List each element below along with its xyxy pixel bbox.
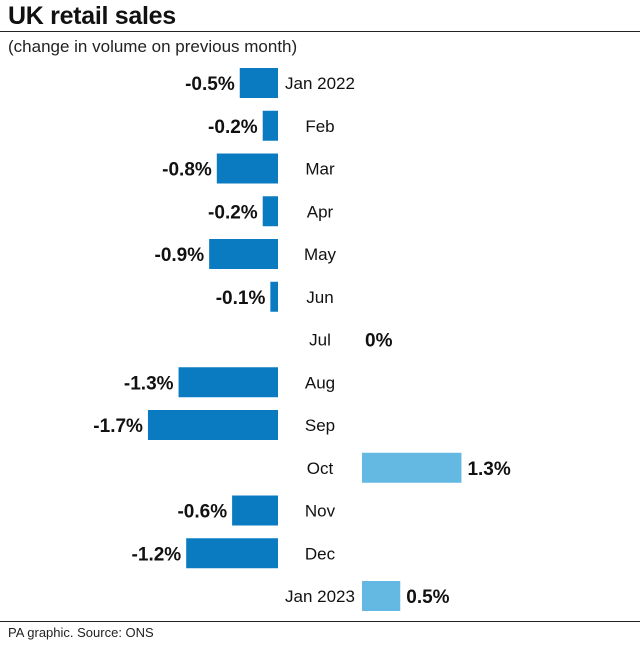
category-label: Aug xyxy=(305,373,335,392)
data-label: 1.3% xyxy=(467,459,510,480)
data-label: -1.2% xyxy=(132,544,182,565)
source-note: PA graphic. Source: ONS xyxy=(8,625,154,640)
category-label: Jun xyxy=(306,288,333,307)
bar xyxy=(216,153,278,184)
category-label: Dec xyxy=(305,544,336,563)
data-label: -0.8% xyxy=(162,160,212,181)
category-label: Mar xyxy=(305,160,335,179)
category-label: Apr xyxy=(307,202,334,221)
bar xyxy=(178,367,278,398)
bar xyxy=(186,538,278,569)
bar xyxy=(362,581,401,611)
data-label: 0% xyxy=(365,331,393,352)
category-label: Jul xyxy=(309,331,331,350)
bar xyxy=(362,452,462,483)
bar xyxy=(147,410,278,440)
category-label: Oct xyxy=(307,459,334,478)
footer-divider xyxy=(0,621,640,622)
category-label: Nov xyxy=(305,502,336,521)
bar xyxy=(270,281,278,312)
data-label: -1.3% xyxy=(124,373,174,394)
data-label: -0.2% xyxy=(208,117,258,138)
title-divider xyxy=(0,31,640,32)
category-label: Sep xyxy=(305,416,335,435)
category-label: Feb xyxy=(305,117,334,136)
data-label: -0.2% xyxy=(208,202,258,223)
data-label: -0.1% xyxy=(216,288,266,309)
bar xyxy=(232,495,278,526)
bar xyxy=(239,68,278,98)
category-label: Jan 2022 xyxy=(285,74,355,93)
bar xyxy=(262,196,278,227)
data-label: 0.5% xyxy=(406,587,449,608)
data-label: -1.7% xyxy=(93,416,143,437)
chart-title: UK retail sales xyxy=(8,2,176,30)
bar xyxy=(209,239,278,269)
data-label: -0.5% xyxy=(185,74,235,95)
category-label: Jan 2023 xyxy=(285,587,355,606)
category-label: May xyxy=(304,245,337,264)
bar xyxy=(262,110,278,141)
chart-subtitle: (change in volume on previous month) xyxy=(8,37,298,56)
data-label: -0.9% xyxy=(155,245,205,266)
data-label: -0.6% xyxy=(177,502,227,523)
